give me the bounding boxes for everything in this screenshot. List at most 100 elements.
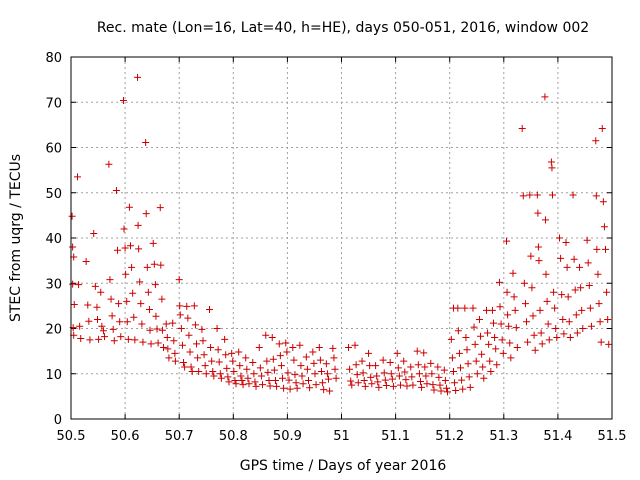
data-point — [473, 370, 481, 378]
data-point — [519, 192, 527, 200]
data-point — [151, 281, 159, 289]
data-point — [497, 320, 505, 328]
data-point — [120, 225, 128, 233]
data-point — [599, 198, 607, 206]
data-point — [353, 371, 361, 379]
data-point — [77, 334, 85, 342]
data-point — [572, 311, 580, 319]
data-point — [380, 369, 388, 377]
data-point — [136, 278, 144, 286]
data-point — [553, 334, 561, 342]
data-point — [249, 358, 257, 366]
y-tick-label: 60 — [45, 142, 62, 157]
data-point — [124, 335, 132, 343]
data-point — [395, 372, 403, 380]
data-point — [170, 337, 178, 345]
data-point — [160, 344, 168, 352]
data-point — [242, 354, 250, 362]
data-point — [448, 354, 456, 362]
data-point — [187, 363, 195, 371]
data-point — [537, 329, 545, 337]
data-point — [440, 366, 448, 374]
data-point — [315, 344, 323, 352]
data-point — [181, 363, 189, 371]
data-point — [99, 327, 107, 335]
data-point — [512, 324, 520, 332]
data-point — [535, 257, 543, 265]
data-point — [297, 362, 305, 370]
data-point — [176, 302, 184, 310]
data-point — [264, 368, 272, 376]
data-point — [180, 358, 188, 366]
data-point — [171, 349, 179, 357]
data-point — [545, 336, 553, 344]
data-point — [329, 344, 337, 352]
data-point — [551, 304, 559, 312]
data-point — [499, 349, 507, 357]
data-point — [152, 312, 160, 320]
data-point — [69, 243, 77, 251]
data-point — [290, 356, 298, 364]
x-tick-label: 50.9 — [273, 429, 302, 444]
data-point — [163, 334, 171, 342]
data-point — [186, 348, 194, 356]
data-point — [408, 373, 416, 381]
data-point — [91, 282, 99, 290]
data-point — [177, 325, 185, 332]
data-point — [283, 348, 291, 356]
data-point — [478, 350, 486, 358]
data-point — [265, 377, 273, 385]
data-point — [459, 385, 467, 393]
data-point — [84, 301, 92, 309]
data-point — [381, 376, 389, 384]
data-point — [415, 370, 423, 378]
data-point — [359, 369, 367, 377]
data-point — [268, 334, 276, 342]
data-point — [116, 318, 124, 326]
data-point — [298, 372, 306, 380]
data-point — [95, 335, 103, 343]
data-point — [418, 383, 426, 391]
y-tick-label: 70 — [45, 96, 62, 111]
data-point — [597, 338, 605, 346]
x-tick-label: 51.4 — [543, 429, 572, 444]
data-point — [306, 384, 314, 392]
data-point — [548, 164, 556, 172]
data-point — [68, 212, 76, 220]
data-point — [598, 124, 606, 132]
data-point — [382, 382, 390, 390]
data-point — [137, 300, 145, 308]
data-point — [361, 382, 369, 390]
data-point — [119, 96, 127, 104]
x-tick-label: 50.8 — [219, 429, 248, 444]
data-point — [243, 365, 251, 373]
data-point — [121, 244, 129, 252]
data-point — [441, 377, 449, 385]
data-point — [210, 372, 218, 380]
data-point — [237, 372, 245, 380]
data-point — [198, 325, 206, 333]
data-point — [202, 370, 210, 378]
data-point — [232, 380, 240, 388]
data-point — [105, 160, 113, 168]
data-point — [162, 320, 170, 328]
data-point — [511, 306, 519, 314]
data-point — [530, 331, 538, 339]
data-point — [544, 320, 552, 328]
data-point — [142, 139, 150, 147]
data-point — [503, 288, 511, 296]
x-axis-label: GPS time / Days of year 2016 — [240, 458, 447, 474]
data-point — [592, 137, 600, 145]
data-point — [115, 300, 123, 308]
data-point — [604, 315, 612, 323]
data-point — [270, 366, 278, 374]
data-point — [493, 361, 501, 369]
data-point — [427, 359, 435, 367]
data-point — [134, 73, 142, 81]
data-point — [224, 373, 232, 381]
data-point — [208, 357, 216, 365]
data-point — [388, 375, 396, 383]
data-point — [354, 379, 362, 387]
